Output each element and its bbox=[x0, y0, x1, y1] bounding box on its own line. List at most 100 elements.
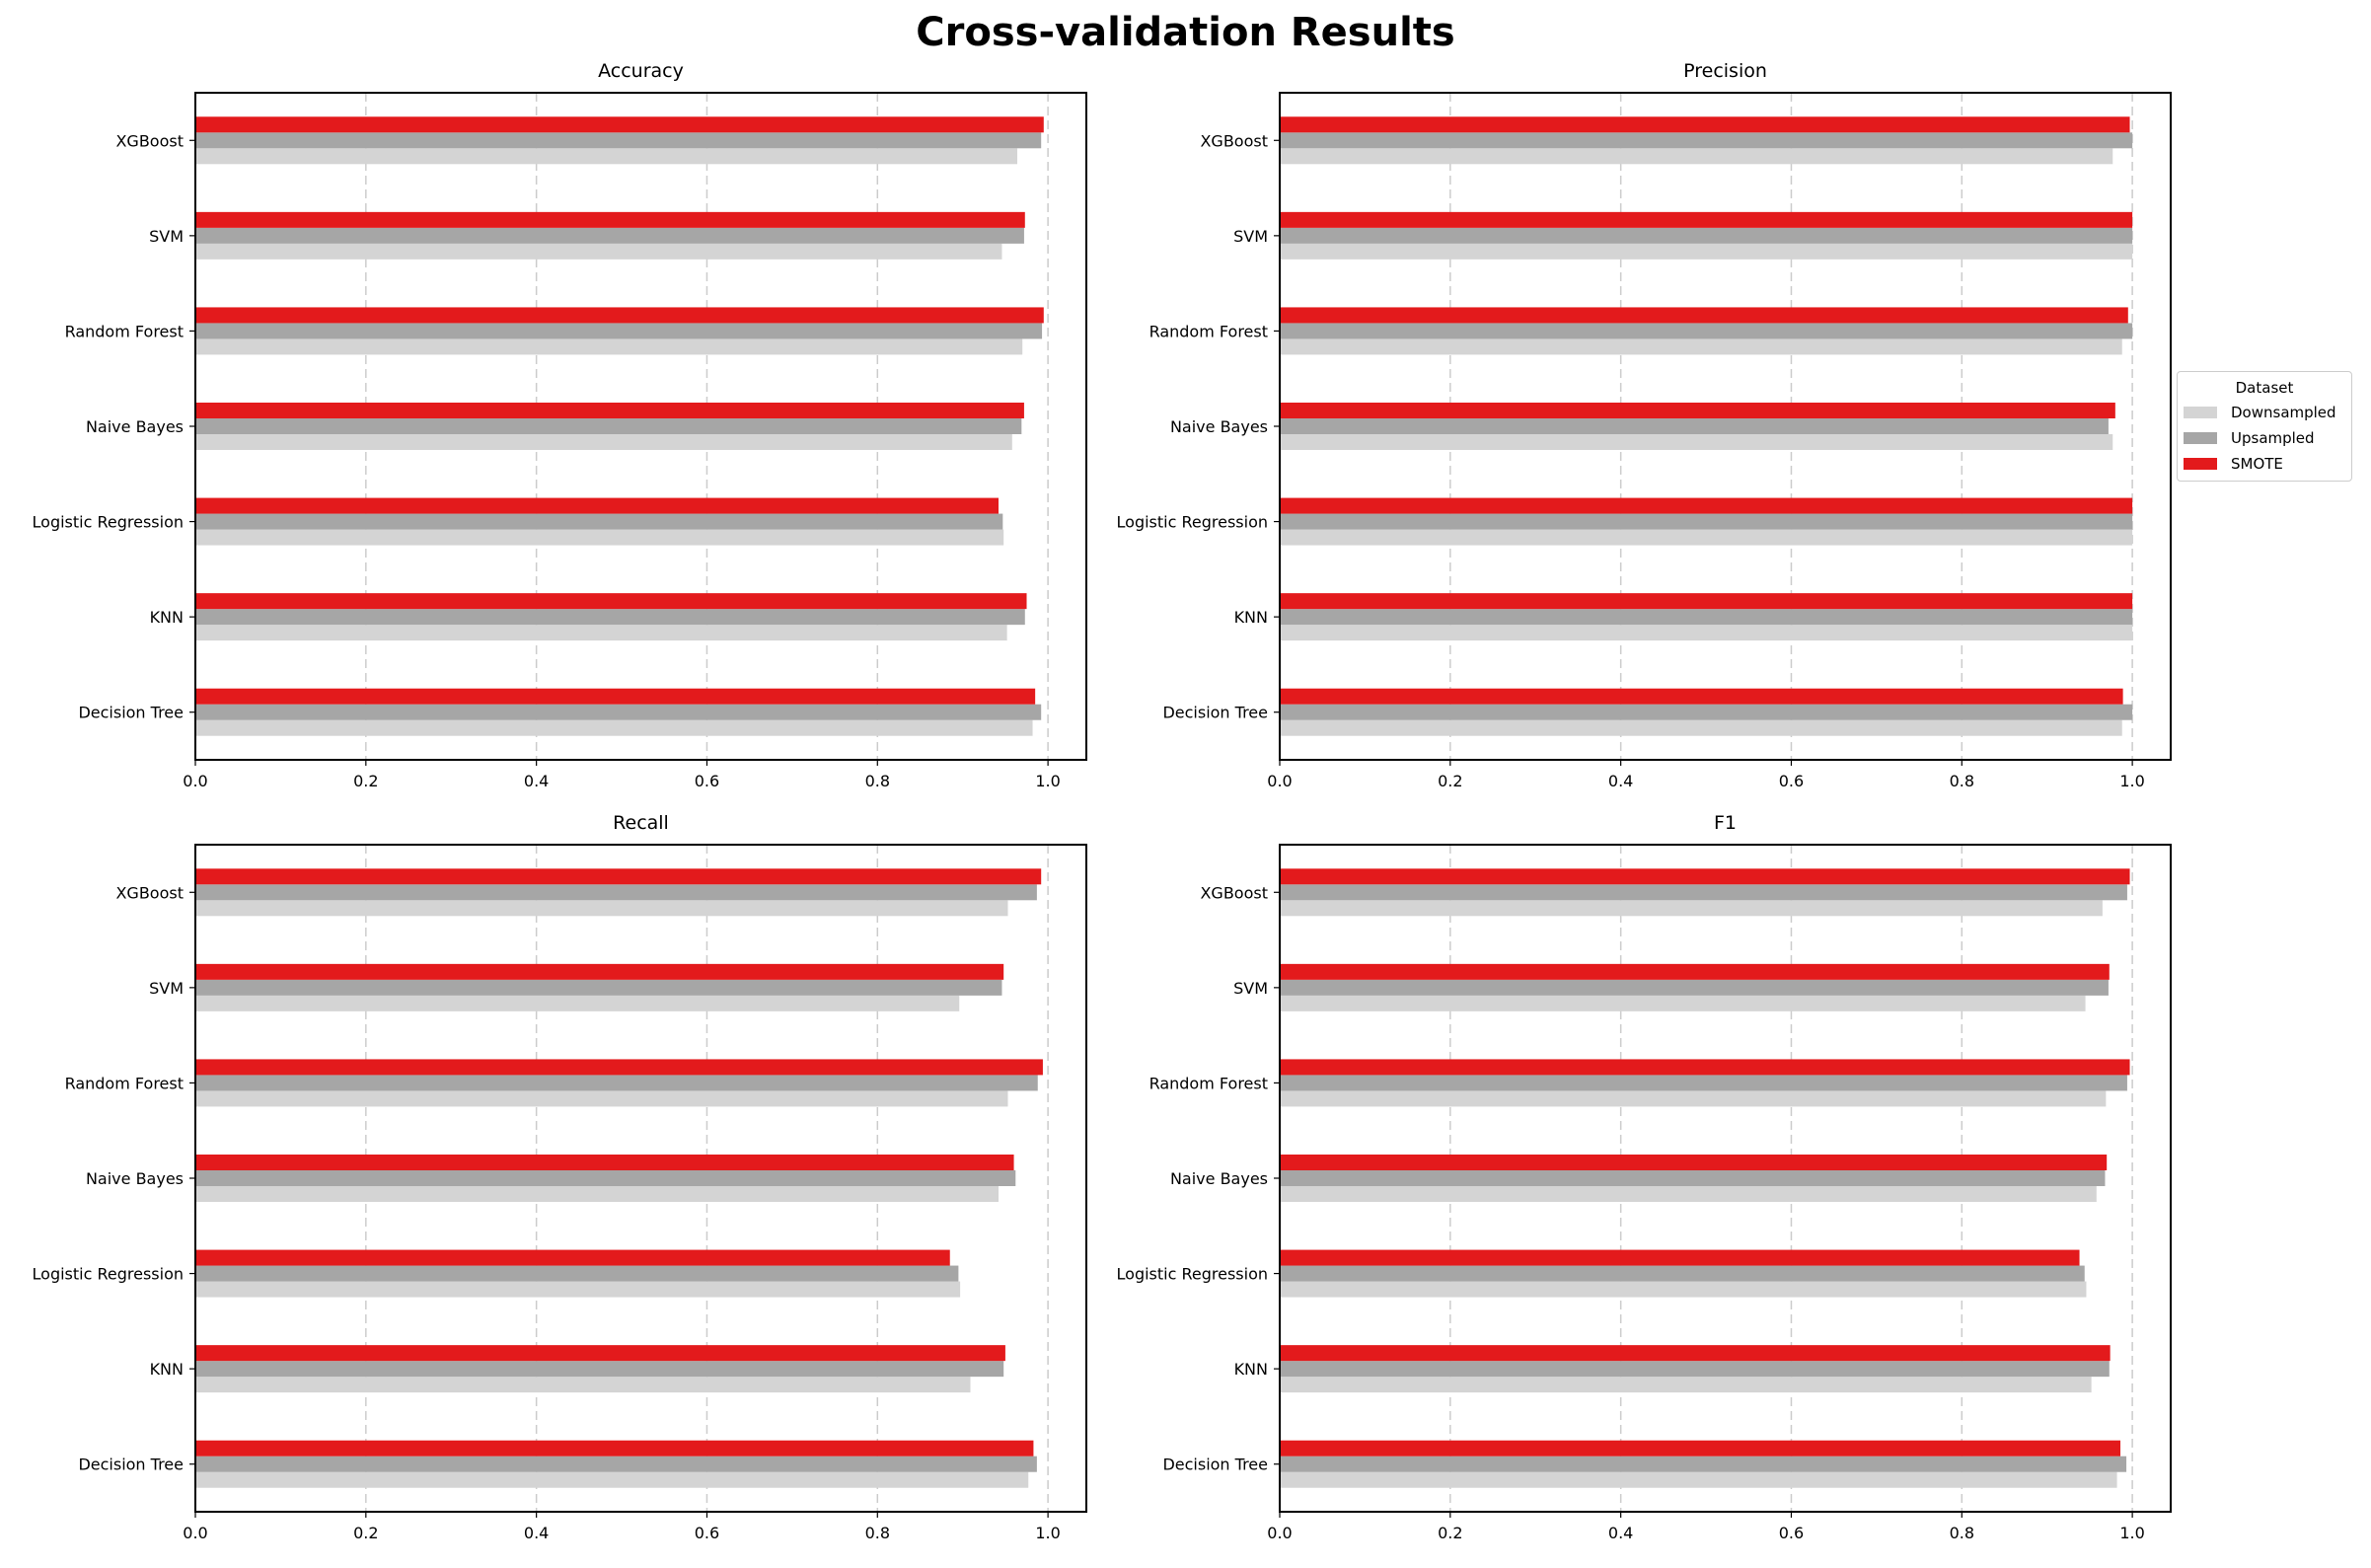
legend-label-downsampled: Downsampled bbox=[2231, 404, 2336, 421]
f1-title: F1 bbox=[1714, 812, 1737, 834]
accuracy-bar-smote-xgboost bbox=[195, 116, 1044, 133]
recall-bar-smote-knn bbox=[195, 1345, 1005, 1362]
recall-title: Recall bbox=[613, 812, 669, 834]
precision-xtick-label: 0.2 bbox=[1438, 772, 1462, 790]
recall-bar-downsampled-decision-tree bbox=[195, 1471, 1029, 1488]
precision-ytick-label: SVM bbox=[1233, 227, 1268, 246]
legend: Dataset Downsampled Upsampled SMOTE bbox=[2177, 371, 2352, 482]
precision-bar-upsampled-knn bbox=[1280, 609, 2133, 626]
legend-item-smote: SMOTE bbox=[2178, 451, 2351, 477]
f1-bar-smote-random-forest bbox=[1280, 1059, 2130, 1076]
f1-bar-downsampled-naive-bayes bbox=[1280, 1186, 2097, 1202]
recall-bar-downsampled-xgboost bbox=[195, 900, 1008, 917]
accuracy-ytick-label: SVM bbox=[149, 227, 184, 246]
accuracy-bar-smote-logistic-regression bbox=[195, 497, 999, 514]
accuracy-xtick-label: 0.8 bbox=[865, 772, 890, 790]
accuracy-bar-smote-decision-tree bbox=[195, 688, 1036, 705]
accuracy-xtick-label: 0.0 bbox=[183, 772, 207, 790]
accuracy-bar-upsampled-naive-bayes bbox=[195, 418, 1022, 434]
recall-ytick-label: Naive Bayes bbox=[86, 1169, 184, 1188]
accuracy-bar-smote-svm bbox=[195, 211, 1025, 228]
accuracy-ytick-label: Decision Tree bbox=[78, 704, 184, 722]
f1-panel: Decision Tree KNN Logistic Regression Naive… bbox=[1117, 812, 2172, 1542]
recall-xtick-label: 0.0 bbox=[183, 1524, 207, 1542]
f1-bar-upsampled-naive-bayes bbox=[1280, 1170, 2106, 1186]
accuracy-ytick-label: XGBoost bbox=[115, 131, 184, 150]
accuracy-panel: Decision Tree KNN Logistic Regression Naive… bbox=[33, 60, 1087, 790]
f1-axes-frame bbox=[1279, 844, 2172, 1513]
precision-xtick-label: 0.6 bbox=[1779, 772, 1804, 790]
f1-xtick-label: 0.4 bbox=[1608, 1524, 1633, 1542]
precision-ytick-label: XGBoost bbox=[1200, 131, 1268, 150]
f1-bar-downsampled-random-forest bbox=[1280, 1090, 2107, 1107]
precision-bar-downsampled-logistic-regression bbox=[1280, 529, 2133, 546]
f1-ytick-label: Random Forest bbox=[1149, 1074, 1268, 1092]
recall-xtick-label: 0.8 bbox=[865, 1524, 890, 1542]
precision-ytick-label: KNN bbox=[1234, 608, 1268, 627]
f1-ytick-label: KNN bbox=[1234, 1360, 1268, 1379]
precision-ytick-label: Random Forest bbox=[1149, 322, 1268, 340]
accuracy-bar-downsampled-knn bbox=[195, 625, 1007, 641]
precision-bar-smote-xgboost bbox=[1280, 116, 2130, 133]
legend-swatch-upsampled bbox=[2184, 432, 2217, 444]
precision-bar-smote-knn bbox=[1280, 593, 2133, 610]
recall-bar-upsampled-logistic-regression bbox=[195, 1265, 959, 1282]
accuracy-title: Accuracy bbox=[598, 60, 684, 82]
precision-bar-smote-svm bbox=[1280, 211, 2133, 228]
f1-bar-smote-xgboost bbox=[1280, 868, 2130, 885]
precision-bar-upsampled-random-forest bbox=[1280, 323, 2133, 339]
f1-ytick-label: SVM bbox=[1233, 979, 1268, 998]
precision-axes-frame bbox=[1279, 92, 2172, 761]
recall-bar-upsampled-decision-tree bbox=[195, 1456, 1037, 1472]
f1-bar-downsampled-logistic-regression bbox=[1280, 1281, 2087, 1298]
f1-bar-upsampled-svm bbox=[1280, 979, 2109, 996]
accuracy-bar-downsampled-naive-bayes bbox=[195, 434, 1012, 450]
recall-xtick-label: 0.2 bbox=[353, 1524, 378, 1542]
recall-bar-smote-decision-tree bbox=[195, 1440, 1034, 1456]
f1-bar-smote-svm bbox=[1280, 963, 2110, 980]
accuracy-ytick-label: Logistic Regression bbox=[33, 513, 184, 532]
f1-ytick-label: Logistic Regression bbox=[1117, 1265, 1268, 1284]
recall-ytick-label: SVM bbox=[149, 979, 184, 998]
accuracy-xtick-label: 0.2 bbox=[353, 772, 378, 790]
recall-bar-upsampled-knn bbox=[195, 1361, 1004, 1378]
precision-ytick-label: Decision Tree bbox=[1162, 704, 1268, 722]
f1-xtick-label: 0.6 bbox=[1779, 1524, 1804, 1542]
accuracy-xtick-label: 0.6 bbox=[695, 772, 719, 790]
precision-bar-upsampled-svm bbox=[1280, 227, 2133, 244]
accuracy-bar-smote-knn bbox=[195, 593, 1027, 610]
legend-item-upsampled: Upsampled bbox=[2178, 425, 2351, 451]
f1-bar-smote-knn bbox=[1280, 1345, 2111, 1362]
f1-bar-downsampled-xgboost bbox=[1280, 900, 2103, 917]
recall-bar-smote-logistic-regression bbox=[195, 1249, 950, 1266]
f1-xtick-label: 0.8 bbox=[1950, 1524, 1974, 1542]
precision-xtick-label: 1.0 bbox=[2119, 772, 2144, 790]
f1-xtick-label: 0.2 bbox=[1438, 1524, 1462, 1542]
recall-bar-upsampled-random-forest bbox=[195, 1075, 1038, 1091]
recall-bar-upsampled-svm bbox=[195, 979, 1002, 996]
f1-xtick-label: 1.0 bbox=[2119, 1524, 2144, 1542]
recall-bar-smote-random-forest bbox=[195, 1059, 1043, 1076]
legend-label-smote: SMOTE bbox=[2231, 455, 2283, 473]
recall-bar-downsampled-logistic-regression bbox=[195, 1281, 961, 1298]
recall-bar-downsampled-random-forest bbox=[195, 1090, 1008, 1107]
precision-bar-smote-decision-tree bbox=[1280, 688, 2123, 705]
precision-xtick-label: 0.4 bbox=[1608, 772, 1633, 790]
accuracy-bar-downsampled-logistic-regression bbox=[195, 529, 1004, 546]
recall-bar-smote-naive-bayes bbox=[195, 1155, 1014, 1170]
precision-bar-upsampled-naive-bayes bbox=[1280, 418, 2109, 434]
precision-bar-downsampled-decision-tree bbox=[1280, 719, 2122, 736]
f1-bar-upsampled-xgboost bbox=[1280, 884, 2127, 901]
precision-bar-smote-naive-bayes bbox=[1280, 403, 2115, 418]
accuracy-bar-downsampled-xgboost bbox=[195, 148, 1018, 165]
accuracy-bar-upsampled-knn bbox=[195, 609, 1025, 626]
precision-panel: Decision Tree KNN Logistic Regression Naive… bbox=[1117, 60, 2172, 790]
accuracy-ytick-label: Random Forest bbox=[65, 322, 184, 340]
legend-title: Dataset bbox=[2235, 379, 2294, 397]
recall-xtick-label: 0.4 bbox=[524, 1524, 549, 1542]
precision-ytick-label: Naive Bayes bbox=[1170, 417, 1268, 436]
precision-ytick-label: Logistic Regression bbox=[1117, 513, 1268, 532]
precision-bar-downsampled-random-forest bbox=[1280, 338, 2122, 355]
f1-bar-upsampled-decision-tree bbox=[1280, 1456, 2127, 1472]
